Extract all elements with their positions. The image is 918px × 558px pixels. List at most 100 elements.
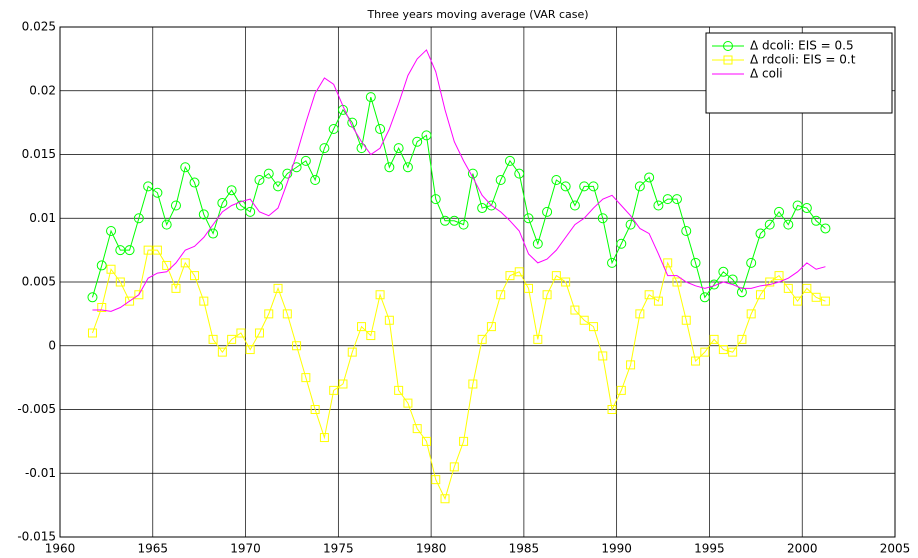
marker [514, 168, 525, 179]
y-tick-label: 0.025 [22, 20, 56, 34]
marker [569, 200, 580, 211]
marker [774, 271, 784, 281]
marker [597, 213, 608, 224]
y-tick-label: 0.005 [22, 275, 56, 289]
marker [459, 436, 469, 446]
marker [681, 226, 692, 236]
marker [774, 206, 785, 217]
marker [217, 197, 228, 208]
marker [431, 475, 441, 485]
marker [236, 328, 246, 338]
marker [644, 290, 654, 300]
marker [728, 347, 738, 357]
marker [560, 181, 571, 192]
legend-label: Δ rdcoli: EIS = 0.t [750, 53, 856, 67]
marker [700, 347, 710, 357]
marker [273, 283, 283, 293]
marker [671, 194, 682, 205]
marker [449, 215, 460, 226]
marker [495, 175, 506, 185]
x-tick-label: 2005 [880, 542, 911, 556]
marker [430, 194, 441, 205]
marker [208, 334, 218, 344]
x-tick-label: 2000 [787, 542, 818, 556]
marker [523, 213, 534, 224]
marker [263, 168, 274, 179]
marker [96, 260, 107, 271]
y-tick-label: 0.01 [29, 211, 56, 225]
marker [793, 296, 803, 306]
marker [551, 271, 561, 281]
marker [755, 290, 765, 300]
marker [477, 334, 487, 344]
chart-title: Three years moving average (VAR case) [366, 8, 588, 21]
marker [644, 172, 655, 183]
x-tick-label: 1975 [323, 542, 354, 556]
marker [496, 290, 506, 300]
marker [329, 385, 339, 395]
marker [561, 277, 571, 287]
marker [801, 203, 812, 214]
series-line [92, 49, 826, 312]
marker [402, 162, 413, 173]
marker [663, 258, 673, 268]
marker [365, 92, 376, 103]
marker [820, 223, 831, 234]
marker [300, 155, 311, 166]
marker [505, 271, 515, 281]
marker [607, 257, 618, 268]
marker [310, 175, 321, 185]
marker [384, 315, 394, 325]
marker [292, 341, 302, 351]
marker [235, 200, 246, 211]
marker [802, 283, 812, 293]
marker [97, 303, 107, 312]
legend-marker [723, 55, 733, 65]
marker [180, 258, 190, 268]
marker [755, 228, 766, 239]
marker [393, 143, 404, 154]
marker [366, 331, 376, 341]
marker [394, 385, 404, 395]
marker [504, 155, 515, 166]
marker [532, 238, 543, 249]
y-tick-label: -0.005 [17, 402, 56, 416]
marker [421, 130, 432, 141]
marker [198, 209, 209, 220]
marker [635, 309, 645, 319]
marker [189, 177, 200, 188]
marker [634, 181, 645, 192]
marker [653, 200, 664, 211]
marker [588, 322, 598, 332]
marker [227, 334, 237, 344]
marker [106, 264, 116, 274]
marker [319, 143, 330, 154]
marker [217, 347, 227, 357]
marker [737, 334, 747, 344]
x-tick-label: 1970 [230, 542, 261, 556]
marker [811, 292, 821, 302]
series-line [92, 249, 826, 501]
marker [357, 322, 367, 332]
legend-label: Δ coli [750, 67, 783, 81]
marker [533, 334, 543, 344]
marker [328, 124, 339, 134]
marker [347, 347, 357, 357]
marker [412, 424, 422, 434]
marker [524, 283, 534, 293]
marker [106, 226, 117, 236]
marker [811, 215, 822, 226]
marker [626, 360, 636, 370]
marker [718, 266, 729, 277]
marker [273, 181, 284, 192]
x-tick-label: 1965 [138, 542, 169, 556]
marker [727, 274, 738, 285]
marker [653, 296, 663, 306]
marker [709, 334, 719, 344]
marker [254, 328, 264, 338]
marker [161, 219, 172, 230]
marker [282, 309, 292, 319]
marker [124, 245, 135, 256]
marker [699, 292, 710, 303]
marker [458, 219, 469, 230]
